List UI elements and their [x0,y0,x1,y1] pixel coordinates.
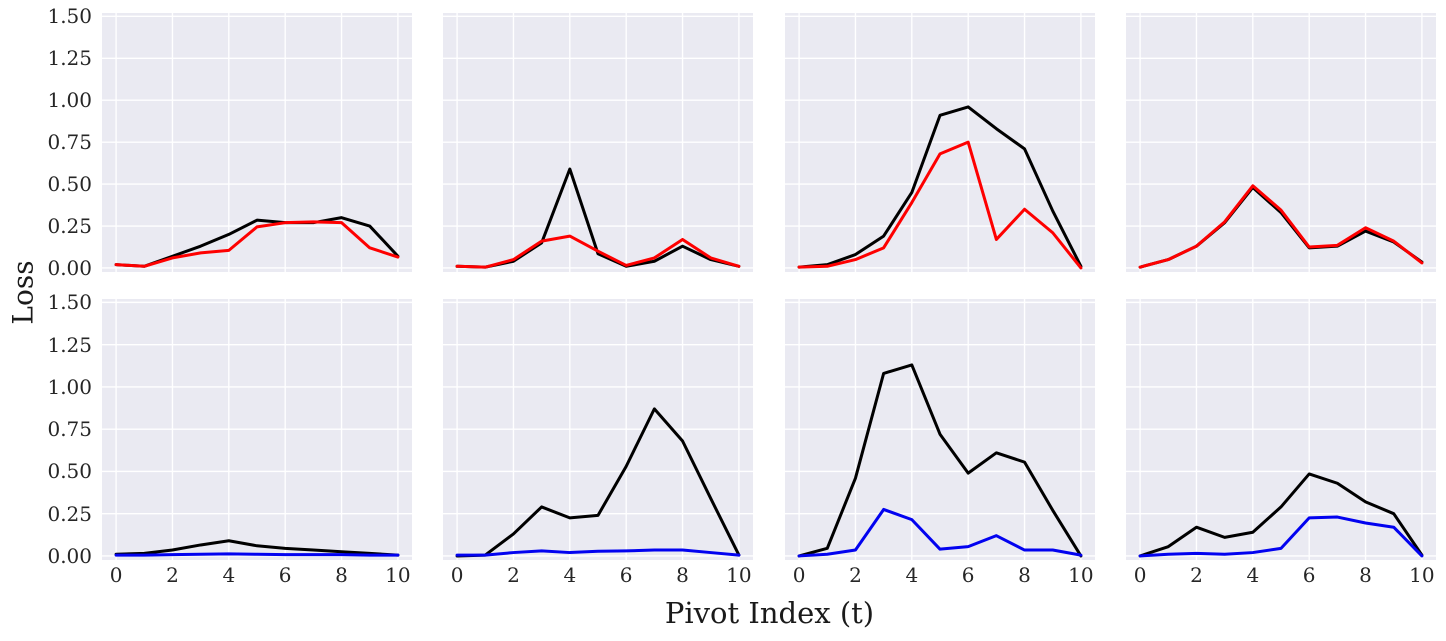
x-tick-label: 4 [563,563,577,587]
y-tick-label: 1.00 [47,374,92,399]
x-axis-label: Pivot Index (t) [664,596,875,630]
x-tick-label: 2 [166,563,179,587]
series-black-line [114,539,400,557]
y-tick-label: 0.00 [47,543,92,568]
x-tick-label: 8 [676,563,689,587]
series-red-line [455,234,741,269]
series-black-line [797,363,1083,558]
series-black-line [455,407,741,558]
series-blue-line [797,507,1083,558]
x-tick-label: 6 [961,563,975,587]
x-tick-label: 6 [1302,563,1316,587]
subplot-r0c3 [1126,13,1436,272]
subplot-r1c2 [785,299,1095,560]
series-red-line [1138,184,1424,269]
y-tick-label: 0.50 [47,459,92,484]
x-tick-label: 0 [109,563,123,587]
x-tick-label: 10 [1409,563,1435,587]
y-tick-label: 0.75 [47,417,92,442]
x-tick-label: 2 [849,563,862,587]
x-tick-label: 8 [1359,563,1372,587]
x-tick-label: 10 [385,563,411,587]
x-tick-label: 8 [1018,563,1031,587]
x-tick-label: 0 [792,563,806,587]
series-blue-line [455,548,741,557]
y-tick-label: 1.50 [47,290,92,315]
y-tick-label: 0.50 [47,172,92,197]
x-tick-label: 10 [1068,563,1094,587]
x-tick-label: 4 [222,563,236,587]
subplot-r1c1 [443,299,753,560]
y-tick-label: 0.00 [47,255,92,280]
x-tick-label: 4 [905,563,919,587]
subplot-r1c3 [1126,299,1436,560]
series-black-line [797,105,1083,269]
subplot-r1c0 [102,299,412,560]
subplot-r0c2 [785,13,1095,272]
x-tick-label: 10 [726,563,752,587]
x-tick-label: 0 [1133,563,1147,587]
y-tick-label: 1.25 [47,332,92,357]
subplot-r0c1 [443,13,753,272]
x-tick-label: 2 [507,563,520,587]
x-tick-label: 6 [278,563,292,587]
y-tick-label: 0.25 [47,214,92,239]
y-tick-label: 1.25 [47,46,92,71]
y-tick-label: 1.00 [47,88,92,113]
x-tick-label: 0 [450,563,464,587]
y-tick-label: 0.25 [47,501,92,526]
series-blue-line [1138,515,1424,558]
series-red-line [797,140,1083,270]
x-tick-label: 2 [1190,563,1203,587]
series-red-line [114,220,400,268]
y-tick-label: 0.75 [47,130,92,155]
subplot-r0c0 [102,13,412,272]
x-tick-label: 8 [335,563,348,587]
series-blue-line [114,552,400,557]
series-black-line [1138,472,1424,558]
y-tick-label: 1.50 [47,4,92,29]
x-tick-label: 4 [1246,563,1260,587]
x-tick-label: 6 [619,563,633,587]
